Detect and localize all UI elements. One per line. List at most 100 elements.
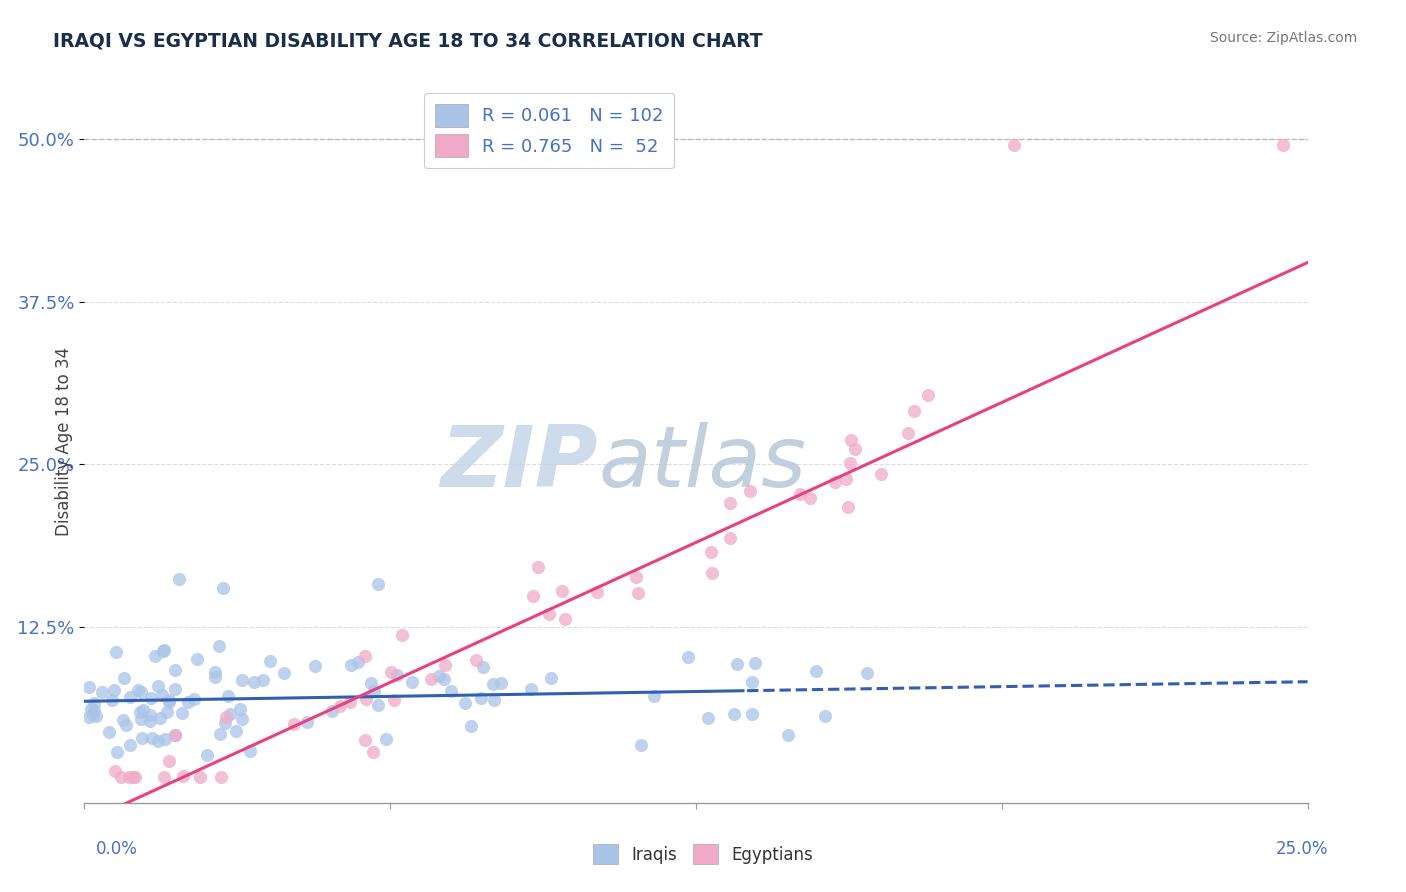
Point	[214, 715, 236, 730]
Point	[903, 404, 925, 418]
Point	[434, 657, 457, 672]
Point	[110, 770, 132, 784]
Point	[519, 681, 541, 696]
Point	[643, 689, 665, 703]
Point	[152, 770, 174, 784]
Point	[870, 467, 893, 482]
Point	[470, 690, 492, 705]
Point	[118, 770, 141, 784]
Point	[115, 718, 138, 732]
Point	[165, 728, 187, 742]
Point	[231, 712, 253, 726]
Point	[363, 683, 385, 698]
Point	[225, 723, 247, 738]
Point	[243, 675, 266, 690]
Text: 0.0%: 0.0%	[96, 840, 138, 858]
Point	[440, 684, 463, 698]
Point	[696, 711, 718, 725]
Point	[540, 671, 562, 685]
Point	[152, 643, 174, 657]
Point	[367, 577, 389, 591]
Point	[354, 692, 377, 706]
Point	[630, 739, 652, 753]
Point	[725, 657, 748, 671]
Point	[380, 665, 402, 679]
Point	[157, 694, 180, 708]
Point	[146, 734, 169, 748]
Point	[537, 607, 560, 621]
Point	[391, 628, 413, 642]
Point	[799, 491, 821, 505]
Point	[141, 731, 163, 746]
Point	[167, 572, 190, 586]
Point	[1002, 138, 1025, 153]
Point	[214, 710, 236, 724]
Point	[420, 672, 443, 686]
Point	[146, 679, 169, 693]
Point	[676, 649, 699, 664]
Point	[141, 690, 163, 705]
Point	[129, 705, 152, 719]
Point	[80, 702, 103, 716]
Point	[550, 584, 572, 599]
Point	[83, 703, 105, 717]
Point	[150, 688, 173, 702]
Point	[354, 648, 377, 663]
Point	[375, 732, 398, 747]
Point	[143, 649, 166, 664]
Point	[84, 709, 107, 723]
Point	[321, 704, 343, 718]
Point	[554, 612, 576, 626]
Point	[163, 682, 186, 697]
Point	[433, 672, 456, 686]
Point	[527, 560, 550, 574]
Point	[741, 675, 763, 690]
Y-axis label: Disability Age 18 to 34: Disability Age 18 to 34	[55, 347, 73, 536]
Point	[744, 656, 766, 670]
Point	[159, 754, 181, 768]
Point	[740, 483, 762, 498]
Point	[401, 675, 423, 690]
Point	[111, 713, 134, 727]
Point	[482, 676, 505, 690]
Point	[1272, 138, 1295, 153]
Point	[489, 675, 512, 690]
Point	[347, 656, 370, 670]
Point	[627, 586, 650, 600]
Point	[139, 714, 162, 728]
Point	[834, 472, 856, 486]
Point	[105, 745, 128, 759]
Point	[454, 696, 477, 710]
Legend: Iraqis, Egyptians: Iraqis, Egyptians	[586, 838, 820, 871]
Point	[824, 475, 846, 490]
Point	[105, 644, 128, 658]
Point	[295, 714, 318, 729]
Point	[129, 685, 152, 699]
Point	[118, 738, 141, 752]
Point	[896, 426, 918, 441]
Point	[252, 673, 274, 688]
Point	[212, 581, 235, 595]
Point	[127, 683, 149, 698]
Point	[339, 695, 361, 709]
Point	[90, 685, 112, 699]
Point	[718, 496, 741, 510]
Point	[837, 500, 859, 514]
Point	[624, 570, 647, 584]
Point	[804, 664, 827, 678]
Point	[484, 693, 506, 707]
Point	[789, 487, 811, 501]
Point	[283, 717, 305, 731]
Point	[122, 770, 145, 784]
Point	[177, 695, 200, 709]
Point	[165, 728, 187, 742]
Point	[124, 770, 146, 784]
Point	[427, 668, 450, 682]
Point	[718, 532, 741, 546]
Point	[741, 706, 763, 721]
Point	[138, 708, 160, 723]
Text: IRAQI VS EGYPTIAN DISABILITY AGE 18 TO 34 CORRELATION CHART: IRAQI VS EGYPTIAN DISABILITY AGE 18 TO 3…	[53, 31, 763, 50]
Text: Source: ZipAtlas.com: Source: ZipAtlas.com	[1209, 31, 1357, 45]
Point	[208, 727, 231, 741]
Text: atlas: atlas	[598, 422, 806, 505]
